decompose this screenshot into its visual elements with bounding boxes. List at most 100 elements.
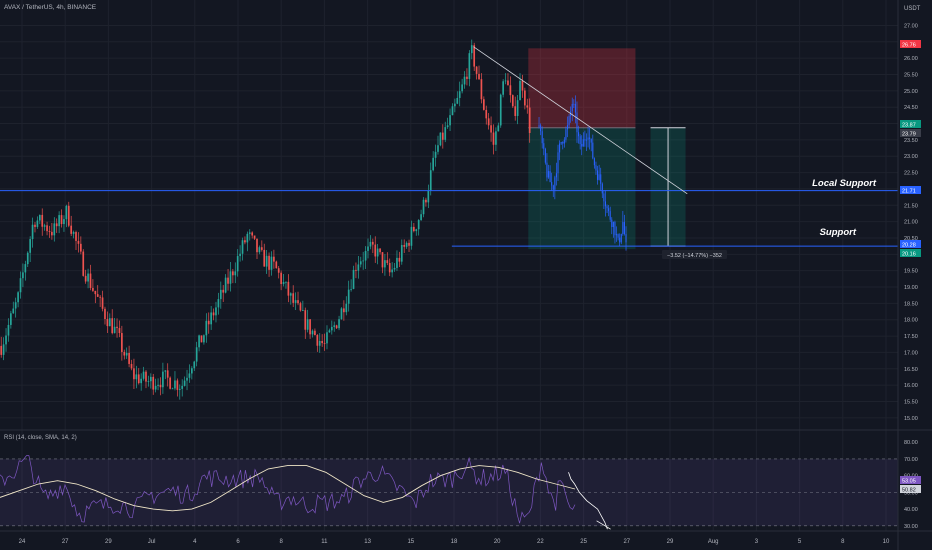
- candle-body: [524, 90, 526, 106]
- support-badge-a-text: 20.28: [902, 242, 916, 248]
- price-tick-label: 16.00: [904, 383, 918, 389]
- rsi-title: RSI (14, close, SMA, 14, 2): [4, 435, 77, 441]
- candle-body: [193, 361, 196, 369]
- candle-body: [528, 107, 531, 133]
- candle-body: [265, 255, 268, 267]
- time-tick-label: 29: [105, 539, 112, 545]
- projection-body: [571, 103, 573, 112]
- local-support-badge-text: 21.71: [902, 188, 916, 194]
- candle-body: [198, 335, 200, 348]
- time-tick-label: 15: [407, 539, 414, 545]
- time-tick-label: 5: [798, 539, 802, 545]
- price-tick-label: 15.50: [904, 399, 918, 405]
- candle-body: [84, 275, 87, 282]
- candle-body: [468, 53, 471, 79]
- candle-body: [58, 215, 60, 227]
- candle-body: [391, 269, 393, 273]
- candle-body: [511, 95, 514, 107]
- candle-body: [263, 249, 266, 267]
- projection-body: [596, 170, 599, 180]
- entry-badge-a: 23.87: [900, 120, 921, 128]
- projection-body: [559, 143, 561, 153]
- candle-body: [507, 80, 509, 86]
- price-tick-label: 18.50: [904, 301, 918, 307]
- candle-body: [432, 157, 435, 171]
- candle-body: [285, 281, 287, 283]
- candle-body: [449, 115, 451, 126]
- candle-body: [207, 320, 210, 325]
- support-badge-a: 20.28: [900, 240, 921, 248]
- candle-body: [99, 296, 101, 298]
- candle-body: [470, 45, 473, 54]
- projection-body: [579, 136, 581, 145]
- local-support-label: Local Support: [812, 178, 877, 189]
- candle-body: [492, 132, 495, 145]
- candle-body: [304, 310, 307, 330]
- candle-body: [294, 300, 297, 303]
- candle-body: [123, 351, 126, 356]
- candle-body: [405, 242, 408, 247]
- candle-body: [234, 271, 237, 276]
- candle-body: [273, 256, 275, 262]
- candle-body: [113, 326, 116, 334]
- price-tick-label: 20.50: [904, 236, 918, 242]
- candle-body: [236, 256, 239, 272]
- candle-body: [437, 145, 439, 152]
- local-support-badge-bg: [900, 186, 921, 194]
- candle-body: [256, 238, 258, 253]
- projection-body: [549, 171, 551, 183]
- candle-body: [521, 80, 524, 91]
- support-badge-a-bg: [900, 240, 921, 248]
- rsi-tick-label: 70.00: [904, 457, 918, 463]
- rsi-projection: [568, 472, 608, 530]
- candle-body: [321, 341, 324, 344]
- candle-body: [473, 45, 476, 67]
- candle-body: [246, 233, 249, 243]
- projection-body: [563, 139, 565, 144]
- candle-body: [19, 278, 22, 293]
- candle-body: [222, 289, 225, 293]
- time-tick-label: 29: [667, 539, 674, 545]
- candle-body: [67, 205, 70, 226]
- candle-body: [318, 341, 321, 346]
- candle-body: [485, 109, 488, 119]
- candle-body: [328, 330, 331, 333]
- candle-body: [169, 377, 171, 389]
- candle-body: [299, 303, 302, 311]
- time-tick-label: 8: [841, 539, 845, 545]
- candle-body: [14, 302, 17, 309]
- support-badge-b: 20.16: [900, 249, 921, 257]
- projection-body: [543, 143, 545, 149]
- candle-body: [393, 267, 396, 270]
- candle-body: [441, 132, 444, 140]
- rsi-ma-badge-bg: [900, 485, 921, 493]
- candle-body: [7, 324, 10, 336]
- time-tick-label: 27: [623, 539, 630, 545]
- projection-body: [562, 141, 564, 144]
- candle-body: [458, 91, 461, 98]
- candle-body: [118, 328, 121, 334]
- candle-body: [480, 79, 483, 100]
- candle-body: [376, 248, 379, 257]
- candle-body: [227, 277, 229, 284]
- stop-badge: 26.76: [900, 40, 921, 48]
- candle-body: [364, 250, 367, 261]
- candle-body: [239, 253, 241, 257]
- candle-body: [270, 256, 273, 270]
- projection-body: [538, 125, 540, 127]
- projection-body: [566, 125, 569, 130]
- candle-body: [101, 297, 104, 309]
- price-tick-label: 18.00: [904, 318, 918, 324]
- candle-body: [509, 85, 512, 96]
- price-tick-label: 16.50: [904, 367, 918, 373]
- candle-body: [427, 190, 430, 203]
- candle-body: [248, 232, 251, 234]
- projection-body: [609, 211, 611, 220]
- candle-body: [379, 248, 381, 253]
- candle-body: [306, 319, 309, 330]
- candle-body: [417, 220, 420, 230]
- symbol-title: AVAX / TetherUS, 4h, BINANCE: [4, 4, 97, 11]
- candle-body: [48, 231, 51, 232]
- candle-body: [215, 307, 217, 316]
